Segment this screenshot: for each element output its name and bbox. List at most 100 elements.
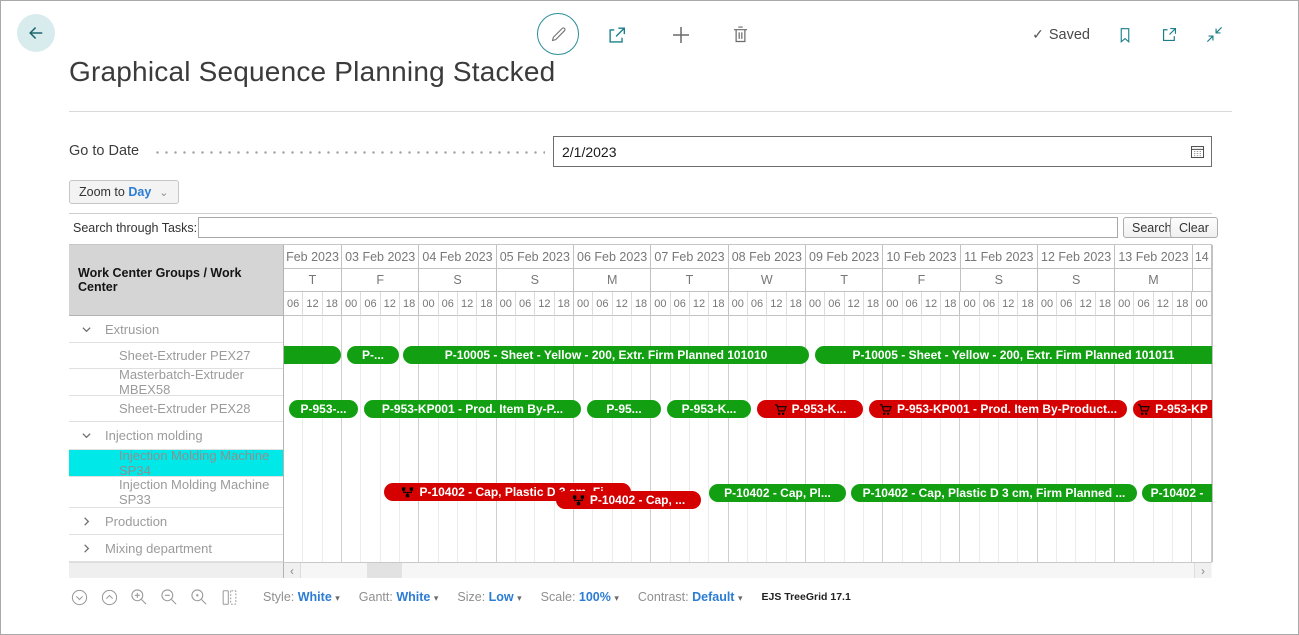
scroll-down-icon[interactable] <box>69 587 89 607</box>
workcenter-row[interactable]: Masterbatch-Extruder MBEX58 <box>69 367 283 397</box>
style-control[interactable]: Style: White ▾ <box>263 590 340 604</box>
gantt-bar[interactable]: P-... <box>347 346 399 364</box>
clear-button[interactable]: Clear <box>1170 217 1218 238</box>
gantt-bar[interactable]: P-10402 - Cap, Plastic D 3 cm, Firm Plan… <box>851 484 1137 502</box>
gantt-bar[interactable]: P-10005 - Sheet - Yellow - 200, Extr. Fi… <box>403 346 809 364</box>
open-in-new-window-icon[interactable] <box>1160 25 1179 44</box>
weekday-header-cell <box>1192 269 1212 292</box>
search-tasks-label: Search through Tasks: <box>73 221 198 235</box>
gantt-hscrollbar[interactable]: ‹ › <box>284 562 1212 578</box>
gantt-area: Feb 2023 03 Feb 2023 04 Feb 2023 05 Feb 202… <box>284 245 1213 578</box>
new-icon[interactable] <box>669 23 693 47</box>
expand-node-icon[interactable] <box>81 515 93 527</box>
gantt-bar[interactable]: P-953-K... <box>757 400 863 418</box>
gantt-bar[interactable]: P-10402 - Cap, ... <box>556 491 701 509</box>
grid-column <box>825 316 845 562</box>
panel-bottom-strip <box>69 562 284 578</box>
caret-down-icon: ▾ <box>335 593 340 603</box>
gantt-bar[interactable]: P-953-KP001 - Prod. Item By-Product... <box>869 400 1127 418</box>
workcenter-label: Injection molding <box>105 428 203 443</box>
gantt-bar[interactable] <box>284 346 341 364</box>
toggle-panels-icon[interactable] <box>219 587 239 607</box>
gantt-bar-label: P-95... <box>606 402 642 416</box>
workcenter-row[interactable]: Sheet-Extruder PEX27 <box>69 343 283 369</box>
goto-date-input[interactable] <box>554 143 1183 160</box>
gantt-bar-label: P-10005 - Sheet - Yellow - 200, Extr. Fi… <box>852 348 1175 362</box>
scroll-up-icon[interactable] <box>99 587 119 607</box>
contrast-control[interactable]: Contrast: Default ▾ <box>637 590 743 604</box>
zoom-in-icon[interactable] <box>129 587 149 607</box>
workcenter-row[interactable]: Injection Molding Machine SP34 <box>69 448 283 478</box>
gantt-bar-label: P-... <box>361 348 384 362</box>
search-button[interactable]: Search <box>1123 217 1181 238</box>
gantt-bar[interactable]: P-10402 - <box>1142 484 1212 502</box>
weekday-header-cell: S <box>960 269 1038 292</box>
grid-corner-header: Work Center Groups / Work Center <box>69 245 284 316</box>
hour-header-cell: 18 <box>941 292 961 316</box>
grid-column <box>1115 316 1135 562</box>
scrollbar-thumb[interactable] <box>367 563 402 578</box>
search-tasks-input[interactable] <box>198 217 1118 238</box>
hour-header-cell: 12 <box>303 292 323 316</box>
grid-column <box>342 316 362 562</box>
grid-column <box>303 316 323 562</box>
grid-column <box>709 316 729 562</box>
grid-column <box>1038 316 1058 562</box>
hour-header-cell: 00 <box>1192 292 1212 316</box>
zoom-reset-icon[interactable] <box>189 587 209 607</box>
grid-column <box>284 316 304 562</box>
collapse-icon[interactable] <box>1205 25 1224 44</box>
hour-header-cell: 18 <box>709 292 729 316</box>
scale-control[interactable]: Scale: 100% ▾ <box>540 590 619 604</box>
gantt-bar[interactable]: P-953-K... <box>667 400 751 418</box>
bom-structure-icon <box>401 486 414 499</box>
grid-column <box>941 316 961 562</box>
zoom-to-dropdown[interactable]: Zoom to Day ⌄ <box>69 180 179 204</box>
trolley-icon <box>774 403 787 416</box>
expand-node-icon[interactable] <box>81 542 93 554</box>
goto-date-label: Go to Date <box>69 143 140 159</box>
gantt-gridlines <box>284 316 1212 562</box>
workcenter-row[interactable]: Sheet-Extruder PEX28 <box>69 396 283 422</box>
gantt-bar[interactable]: P-95... <box>587 400 661 418</box>
workcenter-label: Mixing department <box>105 540 212 556</box>
gantt-style-control[interactable]: Gantt: White ▾ <box>358 590 439 604</box>
grid-column <box>458 316 478 562</box>
gantt-bar[interactable]: P-953-KP001 - Prod. Item By-P... <box>364 400 581 418</box>
grid-column <box>748 316 768 562</box>
collapse-node-icon[interactable] <box>81 323 93 335</box>
workcenter-row[interactable]: Injection molding <box>69 422 283 450</box>
gantt-bar[interactable]: P-10005 - Sheet - Yellow - 200, Extr. Fi… <box>815 346 1212 364</box>
workcenter-row[interactable]: Extrusion <box>69 316 283 343</box>
collapse-node-icon[interactable] <box>81 430 93 442</box>
edit-button[interactable] <box>537 13 579 55</box>
gantt-body: P-... P-10005 - Sheet - Yellow - 200, Ext… <box>284 316 1212 562</box>
pencil-icon <box>549 25 568 44</box>
workcenter-row[interactable]: Production <box>69 508 283 535</box>
date-header-cell: Feb 2023 <box>284 245 342 269</box>
grid-column <box>535 316 555 562</box>
back-button[interactable] <box>17 14 55 52</box>
gantt-bar[interactable]: P-10402 - Cap, Pl... <box>709 484 846 502</box>
delete-icon[interactable] <box>730 24 751 45</box>
zoom-out-icon[interactable] <box>159 587 179 607</box>
hour-header-cell: 06 <box>593 292 613 316</box>
bookmark-icon[interactable] <box>1116 26 1134 44</box>
gantt-bar[interactable]: P-953-KP <box>1133 400 1212 418</box>
grid-column <box>400 316 420 562</box>
page-title: Graphical Sequence Planning Stacked <box>69 56 556 87</box>
workcenter-row[interactable]: Mixing department <box>69 535 283 562</box>
calendar-icon[interactable] <box>1183 143 1211 160</box>
date-header-cell: 06 Feb 2023 <box>573 245 652 269</box>
weekday-header-cell: F <box>342 269 420 292</box>
scroll-right-icon[interactable]: › <box>1194 563 1211 578</box>
hour-header-cell: 06 <box>361 292 381 316</box>
treegrid-brand: EJS TreeGrid 17.1 <box>761 591 851 603</box>
scroll-left-icon[interactable]: ‹ <box>284 563 301 578</box>
gantt-bar[interactable]: P-953-... <box>289 400 358 418</box>
share-icon[interactable] <box>606 24 628 46</box>
workcenter-row[interactable]: Injection Molding Machine SP33 <box>69 477 283 508</box>
gantt-bar-label: P-10402 - Cap, Pl... <box>724 486 831 500</box>
size-control[interactable]: Size: Low ▾ <box>457 590 522 604</box>
